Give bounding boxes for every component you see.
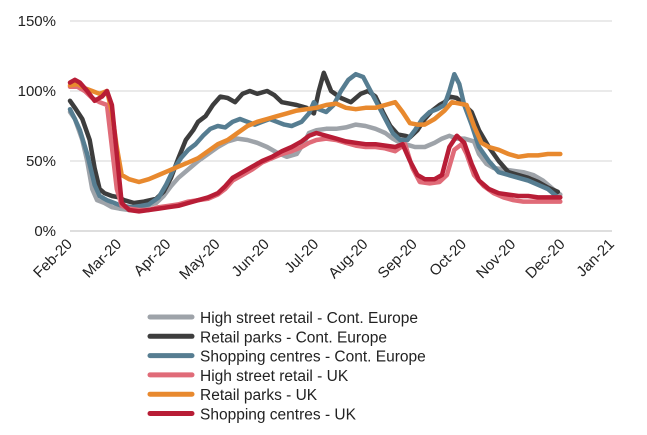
series-line-4: [67, 81, 563, 185]
legend-label-2: Shopping centres - Cont. Europe: [200, 349, 426, 366]
x-tick-label: Mar-20: [79, 236, 125, 282]
y-tick-label: 50%: [26, 153, 56, 170]
x-tick-label: Nov-20: [473, 236, 519, 282]
legend-label-0: High street retail - Cont. Europe: [200, 310, 418, 327]
x-tick-label: Feb-20: [30, 236, 76, 282]
y-tick-label: 150%: [18, 13, 56, 30]
legend: High street retail - Cont. Europe Retail …: [147, 310, 426, 424]
y-tick-label: 0%: [34, 223, 56, 240]
series-lines: [67, 70, 563, 214]
legend-label-4: Retail parks - UK: [200, 387, 318, 404]
x-tick-label: Jun-20: [228, 236, 272, 280]
series-line-5: [67, 77, 563, 214]
y-axis-ticks: 0% 50% 100% 150%: [18, 13, 56, 240]
x-tick-label: Dec-20: [522, 236, 568, 282]
y-tick-label: 100%: [18, 83, 56, 100]
x-tick-label: Apr-20: [131, 236, 175, 280]
x-axis-ticks: Feb-20 Mar-20 Apr-20 May-20 Jun-20 Jul-20 Aug-…: [30, 236, 618, 283]
x-tick-label: Oct-20: [426, 236, 470, 280]
x-tick-label: Aug-20: [325, 236, 371, 282]
x-tick-label: May-20: [176, 236, 223, 283]
x-tick-label: Jan-21: [573, 236, 617, 280]
legend-label-3: High street retail - UK: [200, 368, 349, 385]
legend-label-5: Shopping centres - UK: [200, 407, 357, 424]
x-tick-label: Sep-20: [375, 236, 421, 282]
x-tick-label: Jul-20: [281, 236, 322, 277]
legend-label-1: Retail parks - Cont. Europe: [200, 329, 387, 346]
